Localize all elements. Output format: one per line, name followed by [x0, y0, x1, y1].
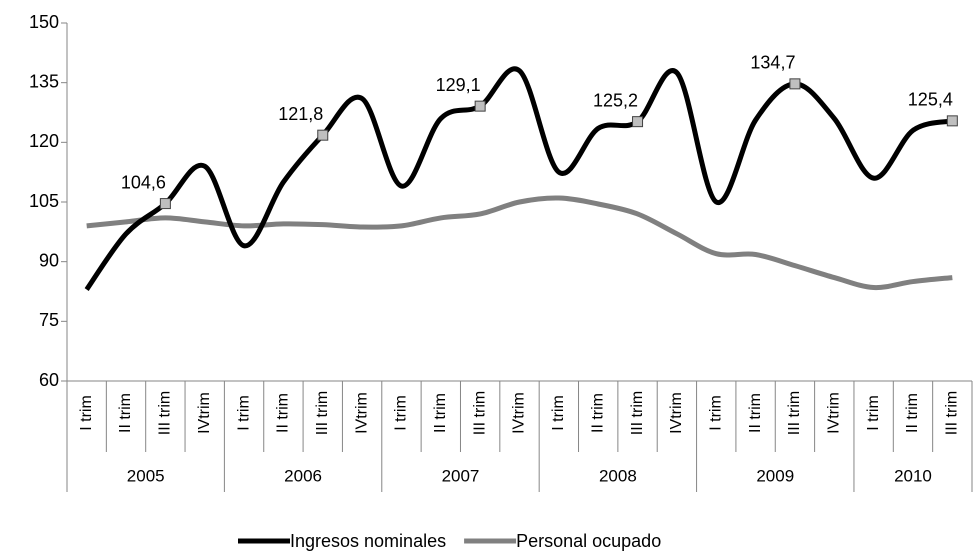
x-tick-label: II trim — [117, 393, 134, 433]
x-tick-label: II trim — [589, 393, 606, 433]
x-tick-label: I trim — [550, 395, 567, 431]
y-tick-label: 60 — [39, 370, 59, 390]
legend-label: Ingresos nominales — [290, 531, 446, 551]
x-tick-label: I trim — [707, 395, 724, 431]
x-tick-label: II trim — [275, 393, 292, 433]
y-tick-label: 90 — [39, 250, 59, 270]
legend: Ingresos nominales Personal ocupado — [238, 531, 661, 551]
point-marker — [632, 116, 644, 128]
x-tick-label: I trim — [235, 395, 252, 431]
y-tick-label: 150 — [29, 12, 59, 32]
group-label: 2008 — [599, 466, 637, 485]
y-tick-label: 120 — [29, 131, 59, 151]
x-tick-label: I trim — [393, 395, 410, 431]
y-tick-label: 75 — [39, 310, 59, 330]
y-tick-label: 105 — [29, 191, 59, 211]
series-line — [86, 195, 953, 291]
point-marker — [317, 129, 329, 141]
point-marker — [159, 198, 171, 210]
x-tick-label: III trim — [944, 391, 961, 435]
data-label: 121,8 — [278, 104, 323, 124]
data-label: 129,1 — [436, 75, 481, 95]
data-label: 134,7 — [750, 53, 795, 73]
group-label: 2010 — [894, 466, 932, 485]
point-marker — [789, 78, 801, 90]
x-tick-label: II trim — [747, 393, 764, 433]
x-tick-label: IVtrim — [511, 392, 528, 434]
group-label: 2005 — [127, 466, 165, 485]
point-marker — [474, 100, 486, 112]
data-label: 125,2 — [593, 90, 638, 110]
x-tick-label: I trim — [865, 395, 882, 431]
x-tick-label: II trim — [432, 393, 449, 433]
group-label: 2006 — [284, 466, 322, 485]
x-tick-label: III trim — [157, 391, 174, 435]
group-label: 2009 — [756, 466, 794, 485]
y-tick-label: 135 — [29, 71, 59, 91]
legend-label: Personal ocupado — [516, 531, 661, 551]
x-tick-label: IVtrim — [196, 392, 213, 434]
group-label: 2007 — [442, 466, 480, 485]
x-tick-label: II trim — [904, 393, 921, 433]
series-line — [84, 66, 953, 291]
x-tick-label: IVtrim — [353, 392, 370, 434]
x-tick-label: III trim — [786, 391, 803, 435]
data-label: 104,6 — [121, 172, 166, 192]
data-label: 125,4 — [908, 90, 953, 110]
x-tick-label: III trim — [471, 391, 488, 435]
x-tick-label: III trim — [314, 391, 331, 435]
point-marker — [946, 115, 958, 127]
x-tick-label: I trim — [78, 395, 95, 431]
x-tick-label: IVtrim — [826, 392, 843, 434]
x-tick-label: III trim — [629, 391, 646, 435]
x-tick-label: IVtrim — [668, 392, 685, 434]
